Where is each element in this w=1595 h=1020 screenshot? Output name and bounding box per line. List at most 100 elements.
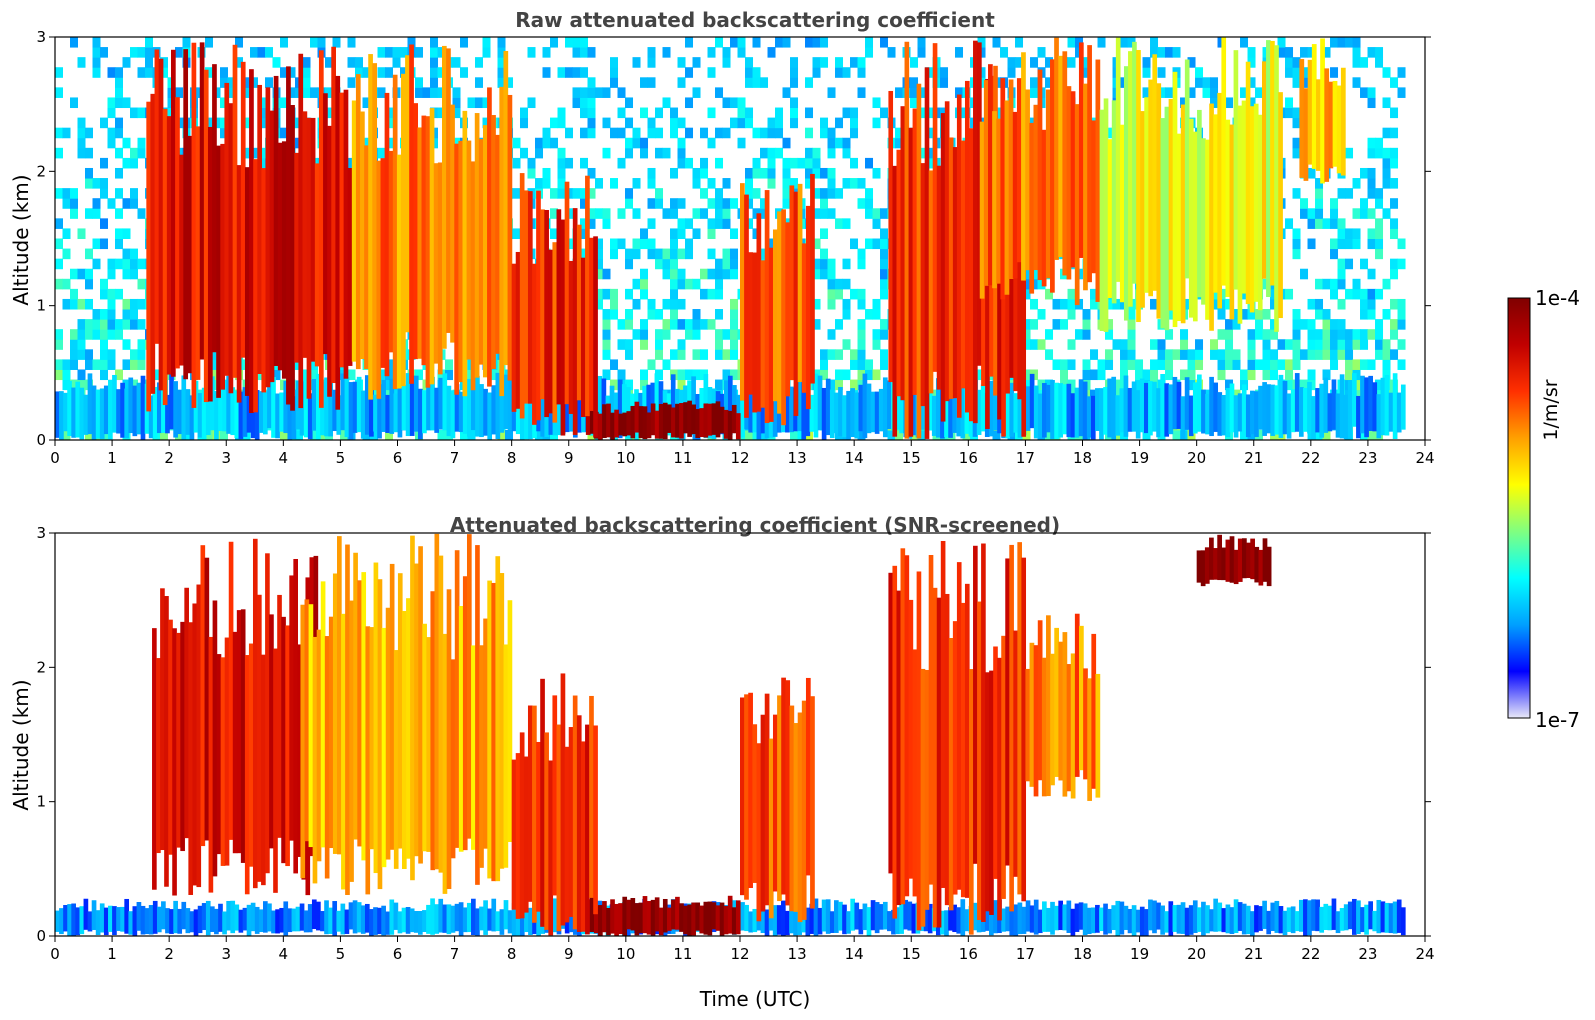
noise-cell bbox=[347, 157, 356, 169]
noise-cell bbox=[137, 339, 146, 350]
noise-cell bbox=[302, 87, 311, 98]
noise-cell bbox=[115, 67, 124, 78]
feature-streak bbox=[242, 387, 248, 437]
feature-streak bbox=[789, 386, 794, 433]
noise-cell bbox=[1255, 329, 1264, 340]
noise-cell bbox=[1000, 47, 1009, 58]
noise-cell bbox=[782, 87, 791, 98]
feature-streak bbox=[1131, 381, 1137, 432]
noise-cell bbox=[752, 127, 761, 139]
feature-streak bbox=[609, 385, 615, 440]
feature-streak bbox=[838, 387, 843, 437]
noise-cell bbox=[722, 198, 731, 209]
feature-streak bbox=[1160, 373, 1165, 440]
noise-cell bbox=[790, 67, 799, 78]
feature-streak bbox=[253, 159, 258, 413]
feature-streak bbox=[1221, 547, 1227, 581]
noise-cell bbox=[122, 137, 131, 149]
feature-streak bbox=[813, 373, 819, 438]
noise-cell bbox=[640, 379, 649, 391]
feature-streak bbox=[442, 633, 448, 894]
feature-streak bbox=[67, 904, 72, 936]
feature-streak bbox=[373, 562, 379, 874]
noise-cell bbox=[655, 258, 664, 270]
noise-cell bbox=[917, 87, 926, 98]
noise-cell bbox=[602, 309, 611, 320]
noise-cell bbox=[1337, 268, 1346, 280]
feature-streak bbox=[756, 743, 762, 922]
feature-streak bbox=[176, 632, 181, 848]
feature-streak bbox=[195, 126, 201, 380]
noise-cell bbox=[1187, 57, 1196, 68]
noise-cell bbox=[715, 87, 724, 98]
noise-cell bbox=[580, 87, 589, 98]
feature-streak bbox=[1360, 907, 1365, 933]
feature-streak bbox=[299, 903, 305, 931]
noise-cell bbox=[1367, 298, 1376, 310]
noise-cell bbox=[1360, 87, 1369, 98]
noise-cell bbox=[662, 258, 671, 270]
noise-cell bbox=[130, 258, 139, 270]
noise-cell bbox=[595, 178, 604, 189]
feature-streak bbox=[388, 150, 394, 353]
noise-cell bbox=[595, 208, 604, 219]
noise-cell bbox=[107, 258, 116, 270]
noise-cell bbox=[1345, 349, 1354, 360]
noise-cell bbox=[1202, 87, 1211, 98]
noise-cell bbox=[550, 37, 559, 48]
noise-cell bbox=[130, 47, 139, 58]
feature-streak bbox=[1311, 396, 1316, 440]
noise-cell bbox=[542, 178, 551, 189]
noise-cell bbox=[1277, 339, 1286, 350]
feature-streak bbox=[760, 909, 766, 934]
feature-streak bbox=[360, 905, 366, 934]
noise-cell bbox=[580, 157, 589, 169]
noise-cell bbox=[1082, 329, 1091, 340]
noise-cell bbox=[827, 268, 836, 280]
feature-streak bbox=[1025, 900, 1031, 932]
noise-cell bbox=[580, 198, 589, 209]
feature-streak bbox=[527, 191, 533, 404]
feature-streak bbox=[1266, 910, 1272, 935]
noise-cell bbox=[1150, 339, 1159, 350]
feature-streak bbox=[1290, 906, 1296, 934]
noise-cell bbox=[580, 67, 589, 78]
feature-streak bbox=[249, 69, 254, 414]
feature-streak bbox=[397, 911, 403, 934]
feature-streak bbox=[156, 382, 162, 434]
noise-cell bbox=[377, 67, 386, 78]
feature-streak bbox=[381, 627, 387, 868]
noise-cell bbox=[280, 97, 289, 109]
noise-cell bbox=[145, 57, 154, 68]
noise-cell bbox=[1195, 339, 1204, 350]
feature-streak bbox=[817, 907, 823, 935]
y-tick-label: 0 bbox=[36, 927, 46, 945]
x-tick-label: 23 bbox=[1358, 449, 1377, 467]
noise-cell bbox=[917, 429, 926, 440]
noise-cell bbox=[827, 379, 836, 391]
noise-cell bbox=[745, 77, 754, 88]
feature-streak bbox=[389, 899, 395, 935]
noise-cell bbox=[1067, 37, 1076, 48]
noise-cell bbox=[677, 248, 686, 260]
noise-cell bbox=[850, 157, 859, 169]
feature-streak bbox=[295, 906, 301, 932]
feature-streak bbox=[244, 167, 250, 396]
feature-streak bbox=[768, 738, 774, 919]
feature-streak bbox=[179, 154, 184, 366]
feature-streak bbox=[310, 117, 316, 362]
noise-cell bbox=[625, 288, 634, 300]
feature-streak bbox=[768, 247, 774, 422]
feature-streak bbox=[662, 402, 668, 440]
feature-streak bbox=[1083, 83, 1088, 291]
feature-streak bbox=[523, 190, 529, 404]
feature-streak bbox=[234, 390, 240, 439]
noise-cell bbox=[820, 268, 829, 280]
noise-cell bbox=[1090, 288, 1099, 300]
feature-streak bbox=[450, 905, 456, 933]
noise-cell bbox=[1105, 298, 1114, 310]
feature-streak bbox=[924, 669, 930, 910]
feature-streak bbox=[1192, 382, 1198, 434]
noise-cell bbox=[1330, 288, 1339, 300]
feature-streak bbox=[316, 901, 321, 931]
